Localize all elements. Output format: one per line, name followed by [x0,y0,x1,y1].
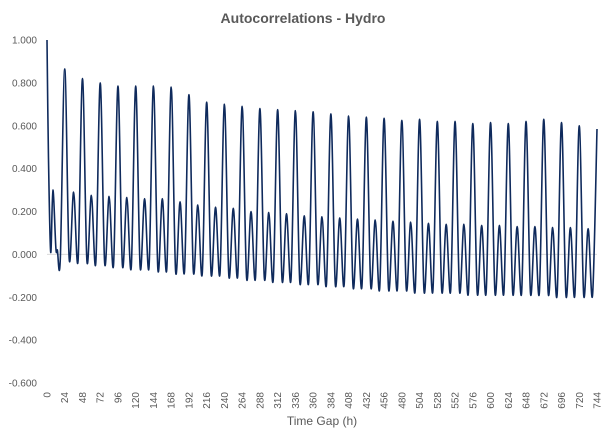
x-tick-label: 360 [309,392,320,409]
x-tick-label: 408 [344,392,355,409]
x-tick-label: 720 [575,392,586,409]
x-tick-label: 552 [451,392,462,409]
y-tick-label: 0.600 [12,121,37,132]
x-tick-label: 624 [504,392,515,409]
x-tick-label: 264 [238,392,249,409]
y-tick-label: -0.600 [9,379,38,390]
x-tick-label: 0 [43,392,54,398]
x-tick-label: 48 [78,392,89,404]
y-tick-label: 0.400 [12,164,37,175]
x-tick-label: 648 [522,392,533,409]
x-tick-label: 600 [486,392,497,409]
x-tick-label: 480 [397,392,408,409]
x-tick-label: 336 [291,392,302,409]
y-tick-label: 0.000 [12,250,37,261]
x-tick-label: 144 [149,392,160,409]
x-axis-label: Time Gap (h) [287,414,357,428]
x-tick-label: 168 [167,392,178,409]
x-tick-label: 576 [468,392,479,409]
y-tick-labels: 1.000 0.800 0.600 0.400 0.200 0.000 -0.200 -0.4… [9,36,38,390]
x-tick-label: 672 [539,392,550,409]
series-line [46,39,598,299]
x-tick-label: 240 [220,392,231,409]
x-tick-label: 24 [60,392,71,404]
x-tick-label: 72 [96,392,107,404]
x-tick-labels: 0 24 48 72 96 120 144 168 192 216 240 264 288 312 336 3… [43,392,604,409]
x-tick-label: 288 [255,392,266,409]
x-tick-label: 456 [380,392,391,409]
x-tick-label: 312 [273,392,284,409]
y-tick-label: 0.800 [12,78,37,89]
x-tick-label: 744 [593,392,604,409]
x-tick-label: 216 [202,392,213,409]
x-tick-label: 384 [326,392,337,409]
x-tick-label: 528 [433,392,444,409]
y-tick-label: 0.200 [12,207,37,218]
x-tick-label: 504 [415,392,426,409]
y-tick-label: 1.000 [12,36,37,47]
x-tick-label: 120 [131,392,142,409]
y-tick-label: -0.200 [9,293,38,304]
x-tick-label: 192 [184,392,195,409]
x-tick-label: 96 [113,392,124,404]
chart-title: Autocorrelations - Hydro [221,10,386,26]
x-tick-label: 696 [557,392,568,409]
x-tick-label: 432 [362,392,373,409]
y-tick-label: -0.400 [9,336,38,347]
